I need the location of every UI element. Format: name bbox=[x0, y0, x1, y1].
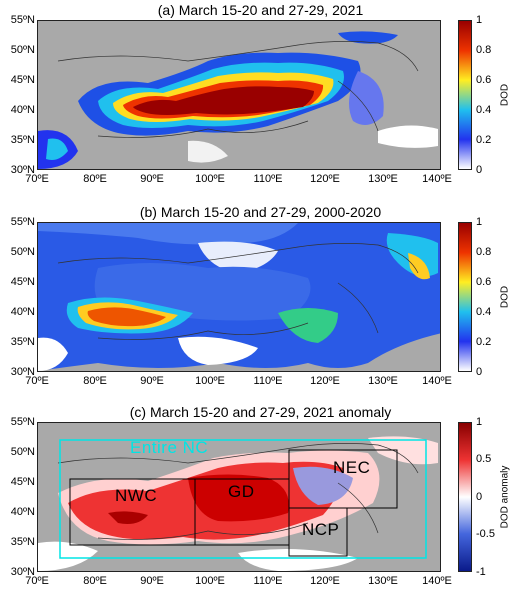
lon-label: 120ºE bbox=[310, 375, 340, 387]
colorbar-tick: 0.2 bbox=[476, 134, 492, 146]
lon-label: 90ºE bbox=[140, 173, 164, 185]
colorbar-tick: -1 bbox=[476, 566, 486, 578]
lat-label: 45ºN bbox=[10, 476, 35, 488]
panel-title: (a) March 15-20 and 27-29, 2021 bbox=[157, 2, 364, 18]
colorbar bbox=[458, 222, 472, 372]
panel-a: (a) March 15-20 and 27-29, 2021 55ºN 50º… bbox=[0, 0, 521, 200]
colorbar-tick: 1 bbox=[476, 216, 483, 228]
colorbar-tick: 0.2 bbox=[476, 336, 492, 348]
lat-label: 40ºN bbox=[10, 104, 35, 116]
lon-label: 120ºE bbox=[310, 575, 340, 587]
lon-label: 140ºE bbox=[422, 173, 452, 185]
colorbar-tick: 0.5 bbox=[476, 453, 492, 465]
lon-label: 130ºE bbox=[368, 173, 398, 185]
lat-label: 35ºN bbox=[10, 336, 35, 348]
colorbar-tick: 0.6 bbox=[476, 276, 492, 288]
colorbar-tick: 0.6 bbox=[476, 74, 492, 86]
lat-label: 55ºN bbox=[10, 416, 35, 428]
lon-label: 140ºE bbox=[422, 575, 452, 587]
lon-label: 130ºE bbox=[368, 575, 398, 587]
lon-label: 120ºE bbox=[310, 173, 340, 185]
map-frame bbox=[37, 422, 441, 572]
lat-label: 55ºN bbox=[10, 216, 35, 228]
colorbar-tick: 1 bbox=[476, 416, 483, 428]
panel-title: (b) March 15-20 and 27-29, 2000-2020 bbox=[139, 204, 382, 220]
lon-label: 100ºE bbox=[195, 575, 225, 587]
colorbar-label: DOD bbox=[499, 83, 511, 107]
lat-label: 45ºN bbox=[10, 74, 35, 86]
lon-label: 140ºE bbox=[422, 375, 452, 387]
lat-label: 30ºN bbox=[10, 566, 35, 578]
lon-label: 100ºE bbox=[195, 173, 225, 185]
map-frame bbox=[37, 20, 441, 170]
colorbar-tick: 0 bbox=[476, 491, 483, 503]
lon-label: 130ºE bbox=[368, 375, 398, 387]
lat-label: 50ºN bbox=[10, 246, 35, 258]
colorbar bbox=[458, 20, 472, 170]
lon-label: 90ºE bbox=[140, 575, 164, 587]
lat-label: 55ºN bbox=[10, 14, 35, 26]
lon-label: 100ºE bbox=[195, 375, 225, 387]
map-frame bbox=[37, 222, 441, 372]
lat-label: 30ºN bbox=[10, 366, 35, 378]
panel-title: (c) March 15-20 and 27-29, 2021 anomaly bbox=[129, 404, 392, 420]
colorbar-tick: 0.4 bbox=[476, 306, 492, 318]
lat-label: 35ºN bbox=[10, 536, 35, 548]
lon-label: 80ºE bbox=[83, 575, 107, 587]
lon-label: 90ºE bbox=[140, 375, 164, 387]
lat-label: 50ºN bbox=[10, 44, 35, 56]
lon-label: 70ºE bbox=[25, 173, 49, 185]
ncp-label: NCP bbox=[302, 520, 340, 539]
lon-label: 80ºE bbox=[83, 375, 107, 387]
entire-nc-label: Entire NC bbox=[130, 438, 209, 457]
lon-label: 110ºE bbox=[253, 575, 283, 587]
lat-label: 45ºN bbox=[10, 276, 35, 288]
nwc-label: NWC bbox=[115, 486, 158, 505]
lon-label: 70ºE bbox=[25, 575, 49, 587]
lon-label: 110ºE bbox=[253, 375, 283, 387]
dod-anomaly-map bbox=[38, 436, 438, 571]
panel-b: (b) March 15-20 and 27-29, 2000-2020 55º… bbox=[0, 202, 521, 402]
colorbar-tick: 0 bbox=[476, 366, 483, 378]
colorbar-tick: 1 bbox=[476, 14, 483, 26]
entire-nc-box bbox=[59, 439, 427, 559]
colorbar-label: DOD anomaly bbox=[499, 465, 511, 529]
colorbar bbox=[458, 422, 472, 572]
colorbar-tick: 0 bbox=[476, 164, 483, 176]
panel-c: (c) March 15-20 and 27-29, 2021 anomaly … bbox=[0, 402, 521, 602]
lon-label: 80ºE bbox=[83, 173, 107, 185]
colorbar-tick: -0.5 bbox=[476, 528, 495, 540]
lat-label: 35ºN bbox=[10, 134, 35, 146]
dod-map-2021 bbox=[38, 31, 438, 169]
gd-label: GD bbox=[228, 482, 255, 501]
dod-map-climatology bbox=[38, 223, 440, 371]
lon-label: 70ºE bbox=[25, 375, 49, 387]
colorbar-label: DOD bbox=[499, 285, 511, 309]
lat-label: 40ºN bbox=[10, 506, 35, 518]
lat-label: 50ºN bbox=[10, 446, 35, 458]
nec-label: NEC bbox=[333, 458, 371, 477]
colorbar-tick: 0.4 bbox=[476, 104, 492, 116]
lat-label: 30ºN bbox=[10, 164, 35, 176]
lat-label: 40ºN bbox=[10, 306, 35, 318]
ncp-box bbox=[288, 507, 348, 557]
colorbar-tick: 0.8 bbox=[476, 246, 492, 258]
colorbar-tick: 0.8 bbox=[476, 44, 492, 56]
lon-label: 110ºE bbox=[253, 173, 283, 185]
